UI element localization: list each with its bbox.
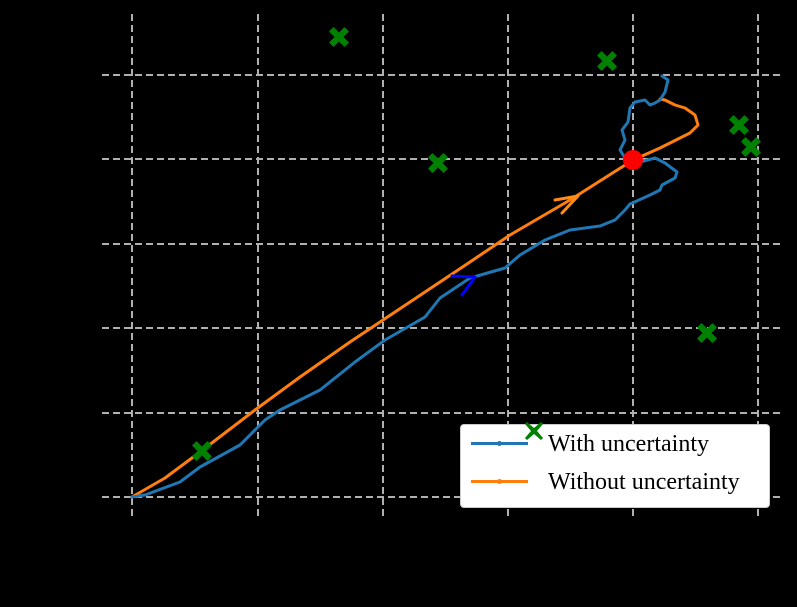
obstacle-x-icon (525, 422, 543, 440)
with-uncertainty-line (130, 74, 679, 499)
orange-arrow-icon (553, 194, 580, 215)
legend-label: With uncertainty (548, 431, 709, 457)
legend-item-without-uncertainty: Without uncertainty (461, 467, 769, 497)
goal-circle-icon (623, 150, 643, 170)
legend-swatch-blue-line-icon (471, 441, 528, 446)
obstacle-x-icon (741, 137, 761, 157)
obstacle-x-icon (597, 51, 617, 71)
obstacle-x-icon (428, 153, 448, 173)
obstacle-x-icon (697, 323, 717, 343)
without-uncertainty-line (130, 97, 700, 499)
obstacle-x-icon (729, 115, 749, 135)
obstacle-x-icon (192, 441, 212, 461)
obstacle-markers (192, 27, 761, 461)
blue-arrow-icon (450, 274, 477, 297)
legend-swatch-orange-line-icon (471, 479, 528, 484)
legend: With uncertainty Without uncertainty (460, 422, 770, 508)
goal-marker (623, 150, 643, 170)
legend-item-with-uncertainty: With uncertainty (461, 429, 769, 459)
trajectory-series (130, 74, 700, 499)
obstacle-x-icon (329, 27, 349, 47)
legend-label: Without uncertainty (548, 469, 740, 495)
direction-arrows (450, 194, 580, 297)
